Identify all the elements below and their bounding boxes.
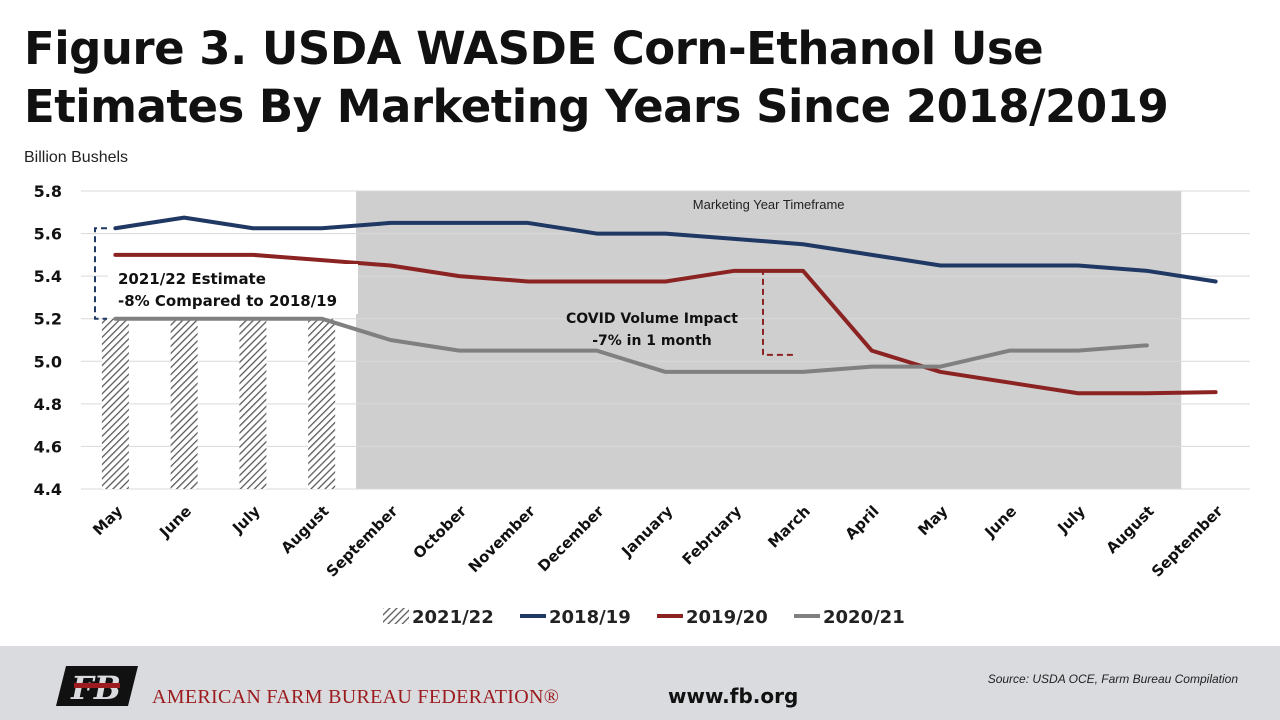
x-tick-label: September (323, 502, 402, 581)
footer: FB AMERICAN FARM BUREAU FEDERATION® www.… (0, 646, 1280, 720)
y-tick-label: 4.8 (34, 395, 62, 414)
covid-bracket (762, 269, 795, 356)
line-2020-21 (113, 316, 1149, 374)
x-tick-label: January (617, 502, 676, 561)
page-title: Figure 3. USDA WASDE Corn-Ethanol Use Et… (24, 22, 1169, 133)
bar (239, 318, 267, 489)
y-tick-label: 4.6 (34, 437, 62, 456)
x-tick-label: May (914, 502, 951, 539)
x-tick-label: February (679, 502, 746, 569)
legend-item-2020-21-label: 2020/21 (823, 607, 905, 628)
y-axis-ticks: 4.4 4.6 4.8 5.0 5.2 5.4 5.6 5.8 (34, 182, 62, 499)
legend-item-2021-22-label: 2021/22 (412, 607, 494, 628)
estimate-annotation-line2: -8% Compared to 2018/19 (118, 292, 337, 310)
x-tick-label: August (1103, 502, 1158, 557)
y-tick-label: 5.6 (34, 225, 62, 244)
x-tick-label: November (465, 502, 539, 576)
marketing-year-shaded-region (356, 191, 1182, 489)
legend: 2021/22 2018/19 2019/20 2020/21 (383, 607, 905, 628)
annotations: 2021/22 Estimate -8% Compared to 2018/19 C… (94, 227, 795, 356)
website-link[interactable]: www.fb.org (668, 684, 799, 708)
line-2019-20 (113, 252, 1218, 396)
bar (101, 318, 129, 489)
x-tick-label: December (534, 502, 608, 576)
fb-logo: FB (56, 666, 138, 707)
line-2018-19 (113, 215, 1218, 284)
y-tick-label: 5.0 (34, 352, 62, 371)
series-lines (113, 215, 1218, 396)
y-tick-label: 5.8 (34, 182, 62, 201)
x-tick-label: May (89, 502, 126, 539)
estimate-annotation-line1: 2021/22 Estimate (118, 270, 266, 288)
y-tick-label: 5.4 (34, 267, 62, 286)
x-tick-label: July (228, 502, 264, 538)
x-tick-label: August (277, 502, 332, 557)
y-axis-unit-label: Billion Bushels (24, 149, 129, 166)
legend-item-2019-20-label: 2019/20 (686, 607, 768, 628)
legend-swatch-2021-22 (383, 608, 409, 624)
shaded-region-label: Marketing Year Timeframe (693, 197, 845, 212)
estimate-label-bg (108, 264, 358, 314)
x-tick-label: June (155, 502, 195, 542)
x-tick-label: September (1148, 502, 1227, 581)
legend-item-2018-19-label: 2018/19 (549, 607, 631, 628)
bars-2021-22 (101, 318, 336, 489)
y-tick-label: 4.4 (34, 480, 62, 499)
chart: Marketing Year Timeframe 4.4 4.6 4.8 5.0 5.2… (34, 182, 1250, 628)
covid-annotation-line1: COVID Volume Impact (566, 311, 738, 327)
y-tick-label: 5.2 (34, 310, 62, 329)
x-tick-label: June (980, 502, 1020, 542)
x-tick-label: July (1053, 502, 1089, 538)
covid-annotation-line2: -7% in 1 month (592, 333, 712, 349)
x-tick-label: April (842, 502, 883, 543)
organization-name: AMERICAN FARM BUREAU FEDERATION® (152, 686, 560, 708)
x-tick-label: March (764, 502, 814, 552)
x-tick-label: October (410, 502, 471, 563)
bar (170, 318, 198, 489)
source-note: Source: USDA OCE, Farm Bureau Compilatio… (987, 672, 1238, 686)
estimate-bracket (94, 227, 107, 320)
bar (308, 318, 336, 489)
